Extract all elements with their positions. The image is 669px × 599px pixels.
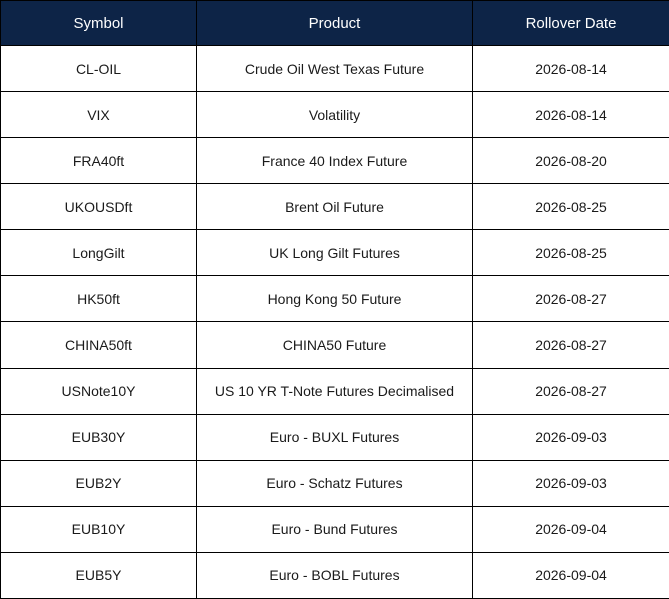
table-cell: FRA40ft: [0, 137, 197, 185]
table-cell: UKOUSDft: [0, 183, 197, 231]
table-row: UKOUSDft Brent Oil Future 2026-08-25: [0, 183, 669, 231]
table-cell: EUB5Y: [0, 551, 197, 599]
table-cell: EUB10Y: [0, 505, 197, 553]
table-cell: 2026-08-27: [472, 367, 669, 415]
table-cell: Euro - Schatz Futures: [196, 459, 473, 507]
table-cell: 2026-08-14: [472, 44, 669, 93]
column-header: Rollover Date: [472, 0, 669, 46]
table-cell: Euro - BOBL Futures: [196, 551, 473, 599]
table-row: EUB5Y Euro - BOBL Futures 2026-09-04: [0, 551, 669, 599]
table-body: CL-OIL Crude Oil West Texas Future 2026-08…: [0, 44, 669, 599]
table-cell: US 10 YR T-Note Futures Decimalised: [196, 367, 473, 415]
table-cell: VIX: [0, 91, 197, 139]
column-header: Product: [196, 0, 473, 46]
table-cell: CHINA50 Future: [196, 321, 473, 369]
table-row: VIX Volatility 2026-08-14: [0, 91, 669, 139]
table-cell: CL-OIL: [0, 44, 197, 93]
table-row: EUB2Y Euro - Schatz Futures 2026-09-03: [0, 459, 669, 507]
table-cell: HK50ft: [0, 275, 197, 323]
table-cell: EUB2Y: [0, 459, 197, 507]
table-row: FRA40ft France 40 Index Future 2026-08-20: [0, 137, 669, 185]
table-cell: UK Long Gilt Futures: [196, 229, 473, 277]
table-row: EUB30Y Euro - BUXL Futures 2026-09-03: [0, 413, 669, 461]
table-row: CL-OIL Crude Oil West Texas Future 2026-08…: [0, 44, 669, 93]
table-cell: 2026-09-03: [472, 459, 669, 507]
header-row: Symbol Product Rollover Date: [0, 0, 669, 46]
table-cell: 2026-08-25: [472, 183, 669, 231]
table-row: LongGilt UK Long Gilt Futures 2026-08-25: [0, 229, 669, 277]
table-header: Symbol Product Rollover Date: [0, 0, 669, 46]
table-row: CHINA50ft CHINA50 Future 2026-08-27: [0, 321, 669, 369]
table-cell: LongGilt: [0, 229, 197, 277]
table-cell: 2026-08-14: [472, 91, 669, 139]
table-row: USNote10Y US 10 YR T-Note Futures Decimal…: [0, 367, 669, 415]
table-cell: 2026-09-04: [472, 551, 669, 599]
table-cell: Crude Oil West Texas Future: [196, 44, 473, 93]
table-cell: 2026-08-27: [472, 321, 669, 369]
table-cell: Brent Oil Future: [196, 183, 473, 231]
table-cell: Euro - BUXL Futures: [196, 413, 473, 461]
table-row: HK50ft Hong Kong 50 Future 2026-08-27: [0, 275, 669, 323]
table-cell: Euro - Bund Futures: [196, 505, 473, 553]
table-cell: USNote10Y: [0, 367, 197, 415]
table-cell: CHINA50ft: [0, 321, 197, 369]
table-cell: EUB30Y: [0, 413, 197, 461]
table-cell: 2026-09-04: [472, 505, 669, 553]
table-cell: 2026-08-27: [472, 275, 669, 323]
table-cell: Hong Kong 50 Future: [196, 275, 473, 323]
table-cell: 2026-08-25: [472, 229, 669, 277]
table-row: EUB10Y Euro - Bund Futures 2026-09-04: [0, 505, 669, 553]
table-cell: France 40 Index Future: [196, 137, 473, 185]
table-cell: 2026-08-20: [472, 137, 669, 185]
column-header: Symbol: [0, 0, 197, 46]
table-cell: Volatility: [196, 91, 473, 139]
table-cell: 2026-09-03: [472, 413, 669, 461]
